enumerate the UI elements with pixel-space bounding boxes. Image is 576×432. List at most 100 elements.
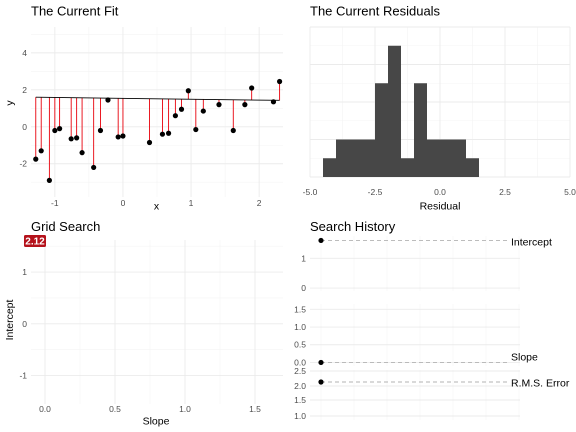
- history-y-tick-label: 2.0: [294, 381, 306, 391]
- residual-histogram-bar: [362, 139, 375, 177]
- fit-axis-ticks: -1 0 1 2 -2 0 2 4: [19, 48, 261, 208]
- grid-search-y-tick-label: 1: [22, 267, 27, 277]
- fit-gridlines: [31, 27, 283, 197]
- fit-x-tick-label: 0: [121, 198, 126, 208]
- grid-search-y-tick-label: 0: [22, 319, 27, 329]
- history-y-tick-label: 0.5: [294, 340, 306, 350]
- fit-data-point: [97, 127, 104, 134]
- fit-panel-title: The Current Fit: [31, 4, 119, 19]
- fit-data-point: [276, 78, 283, 85]
- fit-y-axis-label: y: [4, 100, 16, 106]
- fit-data-point: [172, 113, 178, 119]
- search-history-facets: 010.00.51.01.51.01.52.02.5: [294, 236, 520, 421]
- grid-search-badge-label: 2.12: [25, 237, 45, 248]
- fit-data-point: [270, 99, 277, 105]
- history-data-point: [318, 237, 324, 244]
- history-data-point: [318, 359, 324, 366]
- residual-histogram-bar: [466, 158, 479, 177]
- residual-histogram-bar: [323, 158, 336, 177]
- fit-x-tick-label: 2: [257, 198, 262, 208]
- history-label-intercept: Intercept: [511, 237, 552, 249]
- fit-data-point: [249, 85, 255, 91]
- fit-data-points: [33, 78, 283, 183]
- fit-y-tick-label: 2: [22, 85, 27, 95]
- residual-histogram-bar: [414, 83, 427, 177]
- residual-histogram-bar: [375, 83, 388, 177]
- residual-panel-title: The Current Residuals: [310, 4, 441, 19]
- history-y-tick-label: 0.0: [294, 357, 306, 367]
- residual-histogram-bar: [336, 139, 349, 177]
- fit-data-point: [200, 108, 206, 114]
- history-y-tick-label: 1.0: [294, 411, 306, 421]
- history-y-tick-label: 0: [301, 283, 306, 293]
- search-history-plot: 010.00.51.01.51.01.52.02.5 Intercept Slo…: [294, 236, 570, 421]
- grid-search-x-tick-label: 1.0: [179, 404, 191, 414]
- fit-data-point: [193, 126, 199, 133]
- fit-y-tick-label: 0: [22, 122, 27, 132]
- residual-histogram-bar: [427, 139, 440, 177]
- fit-y-tick-label: 4: [22, 48, 27, 58]
- fit-data-point: [178, 106, 185, 112]
- fit-x-tick-label: 1: [189, 198, 194, 208]
- residual-x-tick-label: -2.5: [368, 187, 383, 197]
- history-panel-title: Search History: [310, 219, 396, 234]
- history-y-tick-label: 1.0: [294, 322, 306, 332]
- fit-data-point: [230, 127, 236, 134]
- residual-histogram-bar: [388, 45, 401, 177]
- fit-data-point: [52, 127, 58, 134]
- grid-search-gridlines: [31, 240, 283, 404]
- fit-x-tick-label: -1: [51, 198, 59, 208]
- residual-histogram-bar: [453, 139, 466, 177]
- history-data-point: [318, 379, 324, 385]
- residual-x-tick-label: 0.0: [434, 187, 446, 197]
- fit-data-point: [120, 133, 126, 139]
- residual-histogram-bar: [349, 139, 362, 177]
- history-y-tick-label: 2.5: [294, 366, 306, 376]
- history-y-tick-label: 1.5: [294, 395, 306, 405]
- fit-data-point: [91, 164, 97, 171]
- residual-x-tick-label: -5.0: [303, 187, 318, 197]
- fit-data-point: [105, 97, 111, 103]
- fit-scatter-plot: -1 0 1 2 -2 0 2 4 x y: [4, 27, 283, 213]
- fit-data-point: [159, 131, 166, 137]
- fit-data-point: [33, 156, 39, 162]
- fit-data-point: [57, 126, 63, 132]
- grid-search-x-axis-label: Slope: [143, 416, 170, 428]
- fit-residual-segments: [35, 81, 281, 181]
- fit-regression-line: [35, 96, 280, 101]
- fit-data-point: [38, 148, 44, 154]
- grid-search-x-tick-label: 0.0: [39, 404, 51, 414]
- history-y-tick-label: 1: [301, 253, 306, 263]
- history-label-slope: Slope: [511, 352, 538, 364]
- residual-bars: [323, 45, 479, 177]
- fit-data-point: [79, 150, 85, 156]
- fit-data-point: [46, 177, 52, 183]
- grid-search-x-tick-label: 1.5: [249, 404, 261, 414]
- grid-search-x-tick-label: 0.5: [109, 404, 121, 414]
- grid-search-best-badge: 2.12: [24, 235, 46, 248]
- fit-data-point: [74, 135, 80, 141]
- history-label-rms-error: R.M.S. Error: [511, 378, 570, 390]
- history-y-tick-label: 1.5: [294, 304, 306, 314]
- residual-histogram-bar: [401, 158, 414, 177]
- fit-data-point: [216, 102, 222, 108]
- residual-x-tick-label: 2.5: [499, 187, 511, 197]
- history-facet-0: 01: [301, 236, 520, 293]
- fit-data-point: [185, 88, 191, 94]
- grid-search-y-axis-label: Intercept: [4, 299, 16, 340]
- residual-histogram: -5.0 -2.5 0.0 2.5 5.0 Residual: [303, 26, 576, 213]
- residual-axis-ticks: -5.0 -2.5 0.0 2.5 5.0: [303, 187, 576, 197]
- fit-x-axis-label: x: [154, 201, 160, 213]
- grid-search-axis-ticks: 0.0 0.5 1.0 1.5 -1 0 1: [19, 267, 261, 414]
- grid-search-y-tick-label: -1: [19, 371, 27, 381]
- grid-panel-title: Grid Search: [31, 219, 100, 234]
- fit-data-point: [146, 139, 153, 146]
- residual-histogram-bar: [440, 139, 453, 177]
- history-facet-1: 0.0 0.5 1.0 1.5: [294, 304, 520, 367]
- fit-y-tick-label: -2: [19, 159, 27, 169]
- fit-data-point: [115, 134, 121, 140]
- fit-data-point: [242, 102, 248, 108]
- residual-x-axis-label: Residual: [420, 201, 461, 213]
- fit-data-point: [165, 130, 172, 136]
